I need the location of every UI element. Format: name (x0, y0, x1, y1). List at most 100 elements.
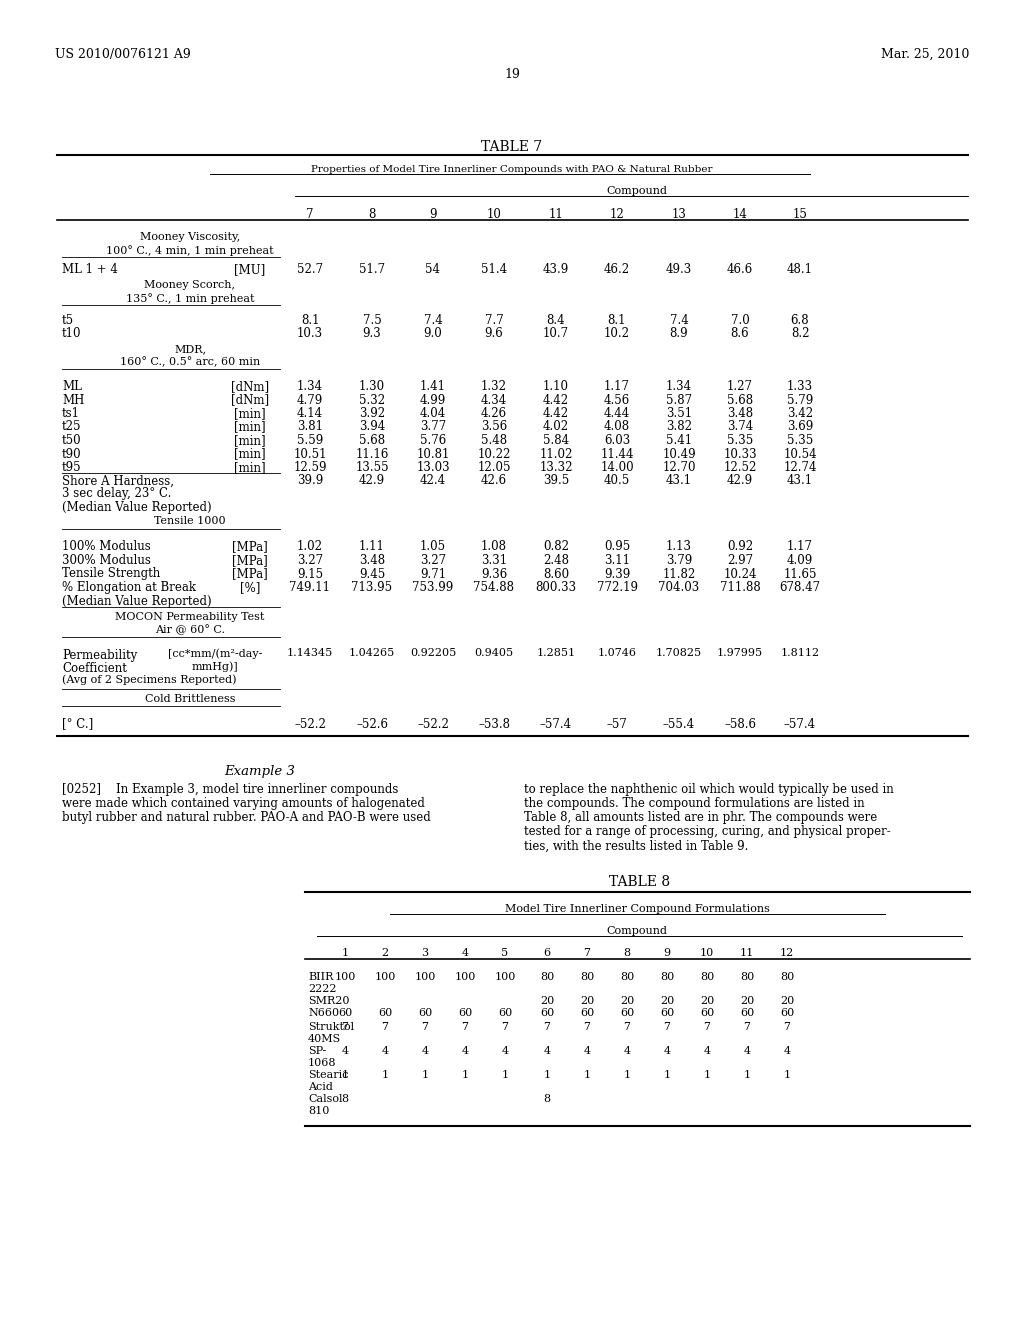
Text: tested for a range of processing, curing, and physical proper-: tested for a range of processing, curing… (524, 825, 891, 838)
Text: TABLE 8: TABLE 8 (609, 875, 671, 890)
Text: 3.81: 3.81 (297, 421, 323, 433)
Text: mmHg)]: mmHg)] (191, 661, 239, 672)
Text: Acid: Acid (308, 1081, 333, 1092)
Text: 10.3: 10.3 (297, 327, 323, 341)
Text: 12.05: 12.05 (477, 461, 511, 474)
Text: 1: 1 (341, 948, 348, 957)
Text: MDR,: MDR, (174, 345, 206, 354)
Text: 1: 1 (502, 1069, 509, 1080)
Text: Stearic: Stearic (308, 1069, 348, 1080)
Text: Permeability: Permeability (62, 648, 137, 661)
Text: 0.82: 0.82 (543, 540, 569, 553)
Text: ties, with the results listed in Table 9.: ties, with the results listed in Table 9… (524, 840, 749, 853)
Text: 5.35: 5.35 (727, 434, 753, 447)
Text: 1.0746: 1.0746 (597, 648, 637, 659)
Text: N660: N660 (308, 1008, 339, 1019)
Text: –55.4: –55.4 (663, 718, 695, 730)
Text: 46.6: 46.6 (727, 263, 753, 276)
Text: 9: 9 (664, 948, 671, 957)
Text: 772.19: 772.19 (597, 581, 638, 594)
Text: 80: 80 (580, 972, 594, 982)
Text: Mooney Scorch,: Mooney Scorch, (144, 280, 236, 290)
Text: 3.42: 3.42 (786, 407, 813, 420)
Text: 1.17: 1.17 (604, 380, 630, 393)
Text: 8.1: 8.1 (301, 314, 319, 327)
Text: 39.5: 39.5 (543, 474, 569, 487)
Text: 7.5: 7.5 (362, 314, 381, 327)
Text: 100: 100 (495, 972, 516, 982)
Text: 3.31: 3.31 (481, 554, 507, 568)
Text: 5.41: 5.41 (666, 434, 692, 447)
Text: 7.4: 7.4 (670, 314, 688, 327)
Text: 5.59: 5.59 (297, 434, 324, 447)
Text: 4: 4 (341, 1045, 348, 1056)
Text: 12: 12 (780, 948, 795, 957)
Text: [dNm]: [dNm] (231, 380, 269, 393)
Text: 80: 80 (699, 972, 714, 982)
Text: 80: 80 (659, 972, 674, 982)
Text: 10: 10 (699, 948, 714, 957)
Text: % Elongation at Break: % Elongation at Break (62, 581, 196, 594)
Text: 7: 7 (306, 209, 313, 220)
Text: 4.04: 4.04 (420, 407, 446, 420)
Text: 3.27: 3.27 (420, 554, 446, 568)
Text: 100: 100 (375, 972, 395, 982)
Text: 10: 10 (486, 209, 502, 220)
Text: 9.39: 9.39 (604, 568, 630, 581)
Text: 7: 7 (743, 1022, 751, 1031)
Text: 49.3: 49.3 (666, 263, 692, 276)
Text: 3.82: 3.82 (666, 421, 692, 433)
Text: 0.92205: 0.92205 (410, 648, 456, 659)
Text: 10.51: 10.51 (293, 447, 327, 461)
Text: Mar. 25, 2010: Mar. 25, 2010 (881, 48, 969, 61)
Text: (Median Value Reported): (Median Value Reported) (62, 500, 212, 513)
Text: TABLE 7: TABLE 7 (481, 140, 543, 154)
Text: MOCON Permeability Test: MOCON Permeability Test (116, 611, 264, 622)
Text: 11.44: 11.44 (600, 447, 634, 461)
Text: 1.8112: 1.8112 (780, 648, 819, 659)
Text: 5.68: 5.68 (359, 434, 385, 447)
Text: 1.41: 1.41 (420, 380, 446, 393)
Text: 60: 60 (498, 1008, 512, 1019)
Text: 1.05: 1.05 (420, 540, 446, 553)
Text: 12.59: 12.59 (293, 461, 327, 474)
Text: 100° C., 4 min, 1 min preheat: 100° C., 4 min, 1 min preheat (106, 246, 273, 256)
Text: 1.02: 1.02 (297, 540, 323, 553)
Text: 1: 1 (341, 1069, 348, 1080)
Text: (Avg of 2 Specimens Reported): (Avg of 2 Specimens Reported) (62, 675, 237, 685)
Text: 42.9: 42.9 (359, 474, 385, 487)
Text: 2.97: 2.97 (727, 554, 753, 568)
Text: 713.95: 713.95 (351, 581, 392, 594)
Text: the compounds. The compound formulations are listed in: the compounds. The compound formulations… (524, 797, 864, 810)
Text: Properties of Model Tire Innerliner Compounds with PAO & Natural Rubber: Properties of Model Tire Innerliner Comp… (311, 165, 713, 174)
Text: 4.02: 4.02 (543, 421, 569, 433)
Text: 0.9405: 0.9405 (474, 648, 514, 659)
Text: 5: 5 (502, 948, 509, 957)
Text: Cold Brittleness: Cold Brittleness (144, 693, 236, 704)
Text: 1.13: 1.13 (666, 540, 692, 553)
Text: 4.14: 4.14 (297, 407, 323, 420)
Text: 43.1: 43.1 (786, 474, 813, 487)
Text: BIIR: BIIR (308, 972, 334, 982)
Text: 100: 100 (415, 972, 435, 982)
Text: 11.82: 11.82 (663, 568, 695, 581)
Text: 3.74: 3.74 (727, 421, 753, 433)
Text: [min]: [min] (234, 407, 266, 420)
Text: 60: 60 (699, 1008, 714, 1019)
Text: 1068: 1068 (308, 1057, 337, 1068)
Text: 11.02: 11.02 (540, 447, 572, 461)
Text: 48.1: 48.1 (787, 263, 813, 276)
Text: 800.33: 800.33 (536, 581, 577, 594)
Text: 7: 7 (703, 1022, 711, 1031)
Text: Tensile 1000: Tensile 1000 (155, 516, 226, 527)
Text: 2: 2 (381, 948, 388, 957)
Text: 7: 7 (382, 1022, 388, 1031)
Text: –57.4: –57.4 (540, 718, 572, 730)
Text: [MU]: [MU] (234, 263, 265, 276)
Text: 4: 4 (783, 1045, 791, 1056)
Text: [min]: [min] (234, 434, 266, 447)
Text: 5.76: 5.76 (420, 434, 446, 447)
Text: 1.32: 1.32 (481, 380, 507, 393)
Text: 60: 60 (458, 1008, 472, 1019)
Text: 20: 20 (740, 995, 754, 1006)
